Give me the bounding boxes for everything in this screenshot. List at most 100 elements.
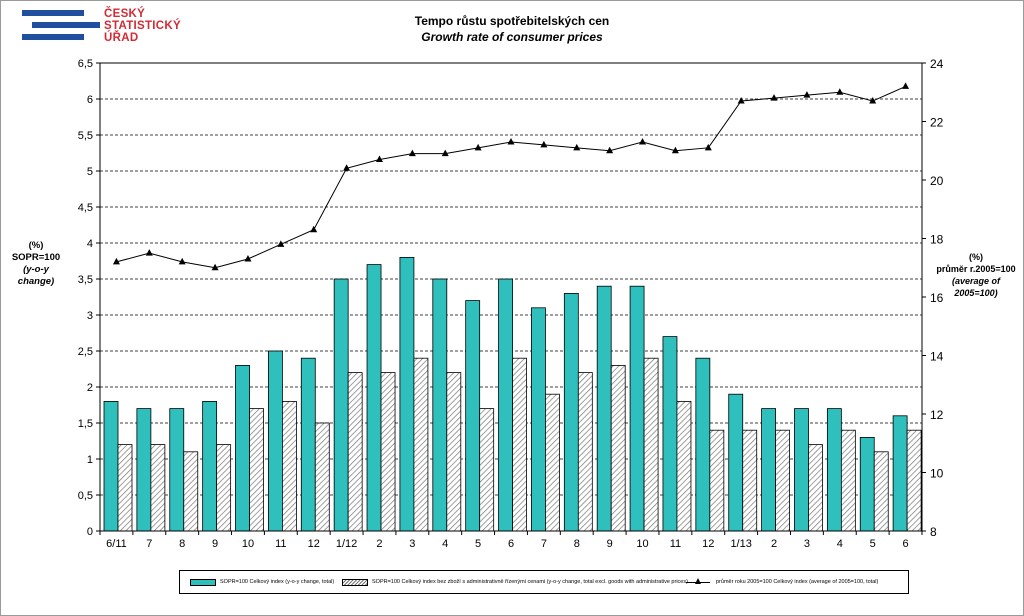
bar-excl-admin	[873, 451, 889, 532]
left-axis-tick-label: 4	[87, 238, 93, 250]
x-axis-tick-label: 2	[771, 538, 777, 550]
left-axis-tick-label: 5	[87, 166, 93, 178]
bar-excl-admin	[742, 429, 758, 532]
x-axis-tick-label: 7	[146, 538, 152, 550]
legend-swatch-1	[190, 579, 216, 586]
line-point	[211, 263, 219, 271]
bar-total	[629, 285, 645, 532]
bar-excl-admin	[117, 444, 133, 532]
bar-total	[761, 408, 776, 532]
legend-label-1: SOPR=100 Celkový index (y-o-y change, to…	[220, 579, 335, 585]
x-axis-tick-label: 8	[574, 538, 580, 550]
bar-excl-admin	[479, 408, 495, 532]
line-point	[145, 249, 153, 256]
left-axis-tick-label: 3,5	[78, 274, 93, 286]
logo-bar-1	[22, 10, 84, 16]
x-axis-tick-label: 12	[308, 538, 320, 550]
chart-title: Tempo růstu spotřebitelských cen	[414, 14, 610, 28]
bar-total	[103, 400, 119, 532]
left-axis-tick-label: 5,5	[78, 130, 93, 142]
bar-excl-admin	[216, 444, 232, 532]
x-axis-tick-label: 3	[409, 538, 415, 550]
bar-total	[563, 292, 579, 532]
bar-excl-admin	[545, 393, 560, 532]
x-axis-tick-label: 3	[804, 538, 810, 550]
bar-excl-admin	[610, 364, 626, 532]
left-axis-title-line1: (%)	[28, 240, 44, 251]
x-axis-tick-label: 1/13	[730, 538, 751, 550]
right-axis-tick-label: 22	[930, 116, 944, 130]
left-axis-tick-label: 0	[87, 526, 93, 538]
right-axis-title: (%) průměr r.2005=100 (average of 2005=1…	[930, 251, 1022, 299]
line-point	[836, 88, 844, 95]
left-axis-tick-label: 6	[87, 94, 93, 106]
line-point	[474, 143, 482, 151]
bar-excl-admin	[906, 429, 922, 532]
x-axis-tick-label: 7	[541, 538, 547, 550]
right-axis-tick-label: 18	[930, 233, 944, 247]
left-axis-tick-label: 2	[87, 382, 93, 394]
bar-excl-admin	[512, 357, 527, 532]
logo-bar-2	[32, 22, 100, 28]
line-point	[803, 91, 811, 98]
line-point	[540, 140, 548, 148]
bar-excl-admin	[380, 372, 396, 532]
line-point	[737, 97, 745, 104]
bar-total	[432, 278, 448, 532]
right-axis-tick-label: 8	[930, 525, 937, 539]
left-axis-title-line2: SOPR=100	[11, 252, 61, 263]
right-axis-title-line1: (%)	[969, 252, 983, 262]
left-axis-tick-label: 0,5	[78, 490, 93, 502]
bar-total	[202, 400, 218, 532]
bar-excl-admin	[249, 408, 264, 532]
line-point	[178, 257, 186, 265]
bar-excl-admin	[643, 357, 659, 532]
left-axis-tick-label: 2,5	[78, 346, 93, 358]
line-point	[112, 257, 120, 265]
line-point	[375, 155, 383, 163]
x-axis-tick-label: 11	[275, 538, 286, 550]
right-axis-tick-label: 20	[930, 174, 944, 188]
right-axis-tick-label: 12	[930, 408, 944, 422]
bar-excl-admin	[281, 400, 297, 532]
left-axis-tick-label: 4,5	[78, 202, 93, 214]
left-axis-title: (%) SOPR=100 (y-o-y change)	[8, 240, 64, 288]
bar-total	[333, 278, 349, 532]
chart-subtitle: Growth rate of consumer prices	[421, 30, 603, 44]
line-point	[606, 146, 614, 154]
bar-excl-admin	[314, 422, 330, 532]
bar-total	[136, 408, 152, 532]
legend-label-3: průměr roku 2005=100 Celkový index (aver…	[716, 579, 879, 585]
x-axis-tick-label: 10	[242, 538, 254, 550]
line-point	[408, 149, 416, 157]
x-axis-tick-label: 6/11	[106, 538, 127, 550]
bar-excl-admin	[446, 372, 462, 532]
left-axis-tick-label: 1	[87, 454, 93, 466]
bar-total	[892, 415, 908, 532]
right-axis-tick-label: 10	[930, 467, 944, 481]
x-axis-tick-label: 8	[179, 538, 185, 550]
line-point	[244, 254, 252, 262]
line-point	[704, 143, 712, 151]
bar-total	[399, 256, 415, 532]
bar-total	[596, 285, 612, 532]
bar-total	[498, 278, 513, 532]
bar-excl-admin	[150, 444, 166, 532]
logo-text-1: ČESKÝ	[104, 8, 146, 20]
right-axis-title-line3: (average of 2005=100)	[951, 276, 1001, 298]
line-point	[310, 225, 318, 233]
bar-excl-admin	[413, 357, 429, 532]
x-axis-tick-label: 10	[636, 538, 648, 550]
x-axis-tick-label: 4	[442, 538, 448, 550]
left-axis-tick-label: 1,5	[78, 418, 93, 430]
x-axis-tick-label: 5	[870, 538, 876, 550]
bar-total	[826, 408, 842, 532]
legend-label-2: SOPR=100 Celkový index bez zboží s admin…	[372, 579, 688, 585]
logo-text-2: STATISTICKÝ	[104, 20, 181, 32]
line-point	[902, 82, 910, 89]
bar-total	[695, 357, 711, 532]
bar-total	[728, 393, 744, 532]
bar-excl-admin	[709, 429, 725, 532]
bar-total	[465, 300, 481, 532]
